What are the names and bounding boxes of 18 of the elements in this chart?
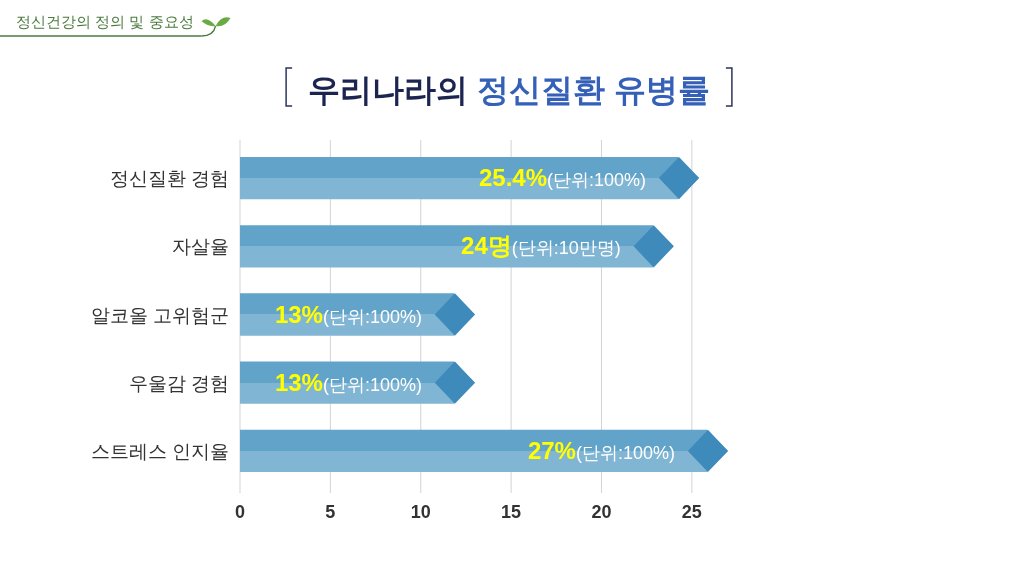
x-tick-label: 15 <box>501 502 522 522</box>
x-tick-label: 10 <box>410 502 431 522</box>
data-label: 25.4%(단위:100%) <box>479 164 647 192</box>
x-tick-label: 5 <box>325 502 336 522</box>
title: 우리나라의 정신질환 유병률 <box>308 72 710 108</box>
category-label: 정신질환 경험 <box>109 168 229 190</box>
category-label: 스트레스 인지율 <box>90 440 229 462</box>
annotation: 정신건강의 정의 및 중요성 <box>16 13 194 30</box>
data-label: 13%(단위:100%) <box>274 300 422 328</box>
category-label: 우울감 경험 <box>128 372 229 394</box>
data-label: 13%(단위:100%) <box>274 368 422 396</box>
category-label: 자살율 <box>172 236 229 258</box>
category-label: 알코올 고위험군 <box>90 304 229 326</box>
x-tick-label: 20 <box>591 502 612 522</box>
data-label: 27%(단위:100%) <box>527 436 675 464</box>
data-label: 24명(단위:10만명) <box>461 232 621 260</box>
x-tick-label: 25 <box>681 502 702 522</box>
x-tick-label: 0 <box>235 502 245 522</box>
